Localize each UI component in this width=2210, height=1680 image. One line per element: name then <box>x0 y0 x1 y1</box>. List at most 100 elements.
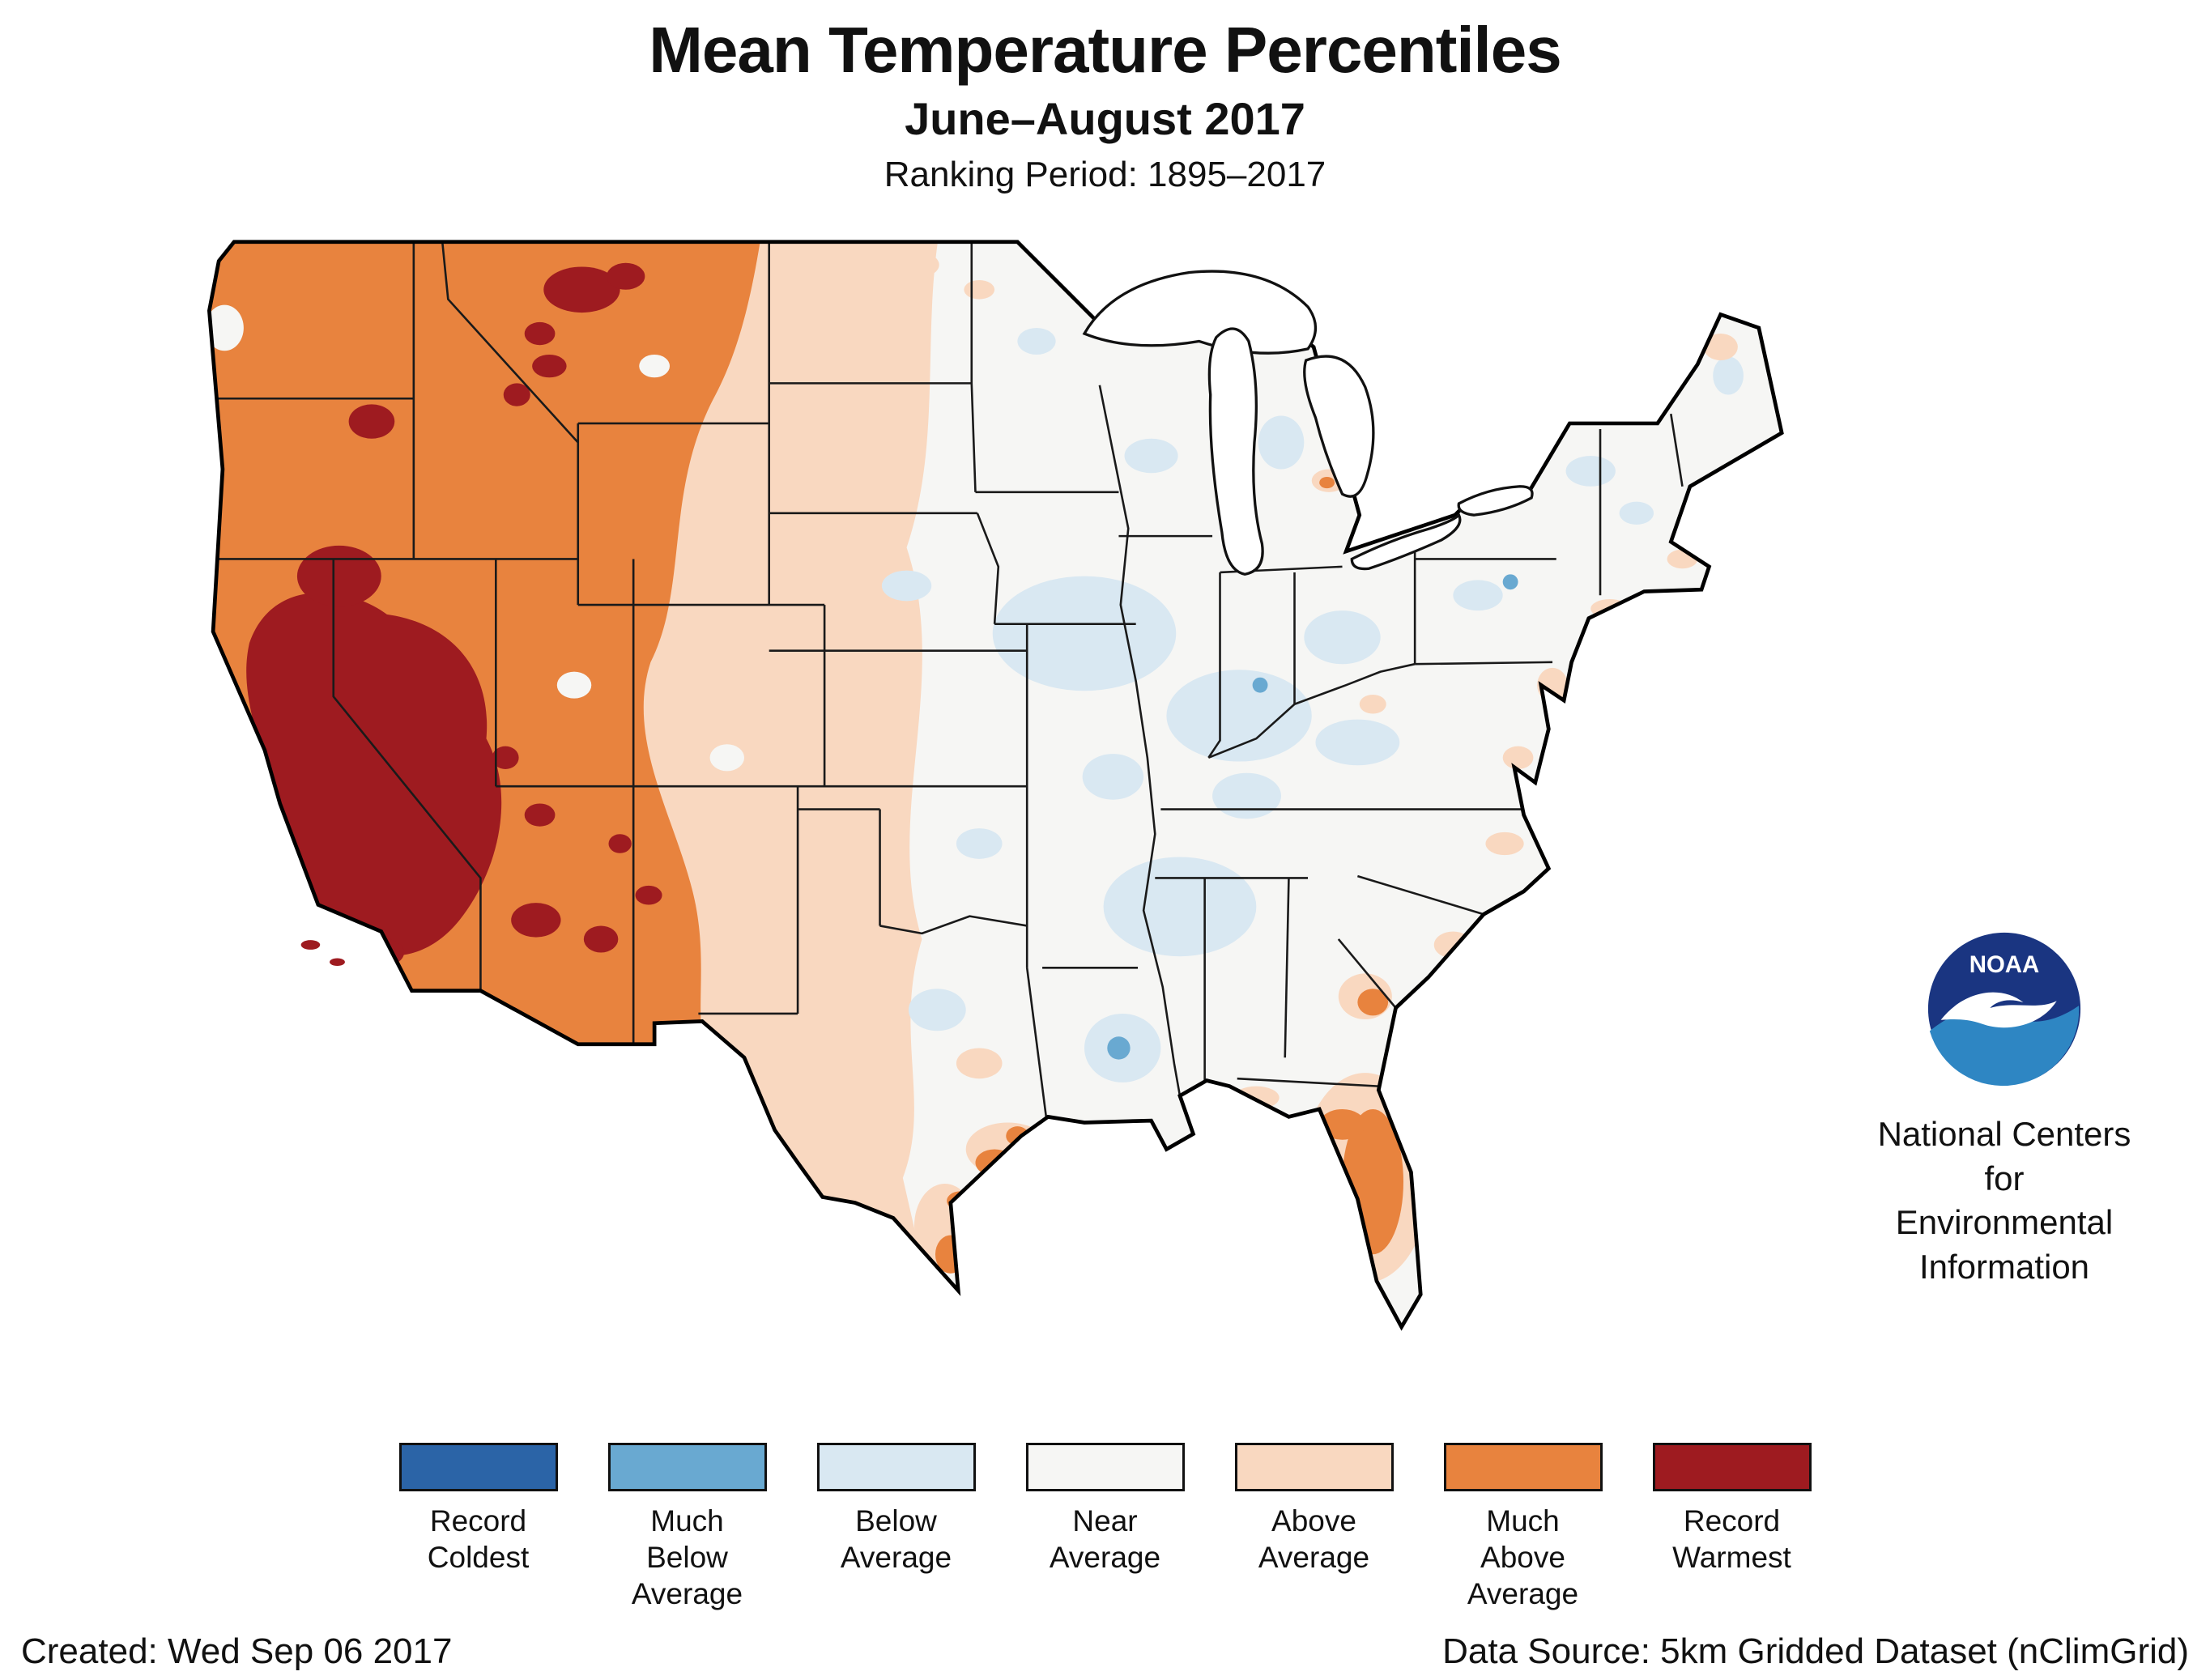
state-border <box>1237 1077 1379 1087</box>
map-region <box>1359 694 1386 714</box>
map-region <box>1103 857 1257 957</box>
map-region <box>1258 415 1305 470</box>
state-border <box>1415 661 1553 666</box>
map-region <box>1357 989 1389 1016</box>
legend-label: Much Below Average <box>631 1504 743 1611</box>
legend: Record Coldest Much Below Average Below … <box>398 1443 1812 1612</box>
legend-label: Much Above Average <box>1467 1504 1579 1611</box>
legend-swatch-record-coldest <box>398 1443 558 1491</box>
legend-swatch-near-average <box>1025 1443 1185 1491</box>
map-region <box>1124 438 1178 474</box>
lake-erie <box>1350 513 1462 571</box>
legend-item-below-average: Below Average <box>816 1443 976 1612</box>
map-region <box>492 746 519 769</box>
map-region <box>1713 356 1744 395</box>
state-border-mississippi-river <box>1098 385 1182 1096</box>
great-lakes <box>1082 270 1534 576</box>
map-region <box>1502 746 1534 769</box>
map-region <box>1619 501 1654 525</box>
data-source: Data Source: 5km Gridded Dataset (nClimG… <box>1442 1631 2189 1671</box>
map-region <box>209 304 244 351</box>
legend-swatch-much-above-average <box>1443 1443 1603 1491</box>
map-region <box>639 354 670 378</box>
lake-ontario <box>1457 485 1534 517</box>
page-title: Mean Temperature Percentiles <box>649 14 1562 86</box>
map-fill-layers <box>209 241 1782 1327</box>
state-border <box>1025 968 1048 1117</box>
legend-label: Below Average <box>840 1504 952 1575</box>
map-region <box>1017 327 1056 355</box>
regions-near-average-spots <box>209 304 745 772</box>
noaa-logo: NOAA <box>1927 932 2081 1087</box>
map-region <box>1319 476 1335 489</box>
ranking-period: Ranking Period: 1895–2017 <box>884 155 1326 194</box>
map-region <box>1565 456 1616 487</box>
map-region <box>709 744 745 772</box>
map-region <box>908 989 966 1031</box>
noaa-logo-bird-icon <box>1940 992 2057 1028</box>
state-border <box>1337 938 1397 1009</box>
map-region <box>964 279 995 300</box>
legend-swatch-below-average <box>816 1443 976 1491</box>
map-region <box>543 266 620 313</box>
map-region <box>956 828 1003 859</box>
map-region <box>503 383 530 406</box>
legend-label: Record Coldest <box>427 1504 530 1575</box>
state-border <box>1670 413 1684 487</box>
map-region <box>532 354 567 378</box>
map-region <box>956 1048 1003 1079</box>
map-region <box>1166 670 1312 762</box>
map-region <box>893 251 939 279</box>
legend-label: Record Warmest <box>1672 1504 1791 1575</box>
lake-michigan <box>1207 327 1264 576</box>
map-region <box>992 576 1177 691</box>
noaa-logo-sea <box>1929 1006 2080 1087</box>
map-region <box>815 282 876 317</box>
lake-huron <box>1303 355 1375 498</box>
map-region <box>1703 334 1738 361</box>
channel-islands <box>300 940 345 966</box>
lake-superior <box>1082 270 1318 355</box>
created-date: Created: Wed Sep 06 2017 <box>21 1631 453 1671</box>
map-region <box>524 803 556 827</box>
map-region-ca-nv <box>246 592 502 956</box>
map-region <box>511 903 561 938</box>
map-region-island <box>300 940 321 950</box>
noaa-attribution: NOAA National Centers for Environmental … <box>1863 929 2146 1289</box>
state-border <box>879 915 1028 935</box>
regions-below-average <box>881 327 1744 1082</box>
map-region <box>1304 610 1381 665</box>
map-region <box>296 545 381 607</box>
map-region <box>1006 1126 1029 1146</box>
map-region <box>583 925 619 953</box>
legend-label: Near Average <box>1049 1504 1161 1575</box>
state-border <box>976 513 1000 624</box>
state-border <box>332 559 482 991</box>
map-region <box>1502 574 1518 590</box>
map-region <box>1667 549 1698 569</box>
map-region <box>1485 831 1524 856</box>
state-border <box>970 241 977 492</box>
legend-item-above-average: Above Average <box>1234 1443 1394 1612</box>
header: Mean Temperature Percentiles June–August… <box>0 13 2210 195</box>
map-region <box>524 321 556 346</box>
legend-swatch-record-warmest <box>1652 1443 1812 1491</box>
legend-item-record-coldest: Record Coldest <box>398 1443 558 1612</box>
regions-much-below-average <box>1107 574 1518 1060</box>
legend-item-much-below-average: Much Below Average <box>607 1443 767 1612</box>
state-border <box>441 241 579 444</box>
map-region <box>1453 580 1503 611</box>
legend-label: Above Average <box>1258 1504 1370 1575</box>
subtitle-period: June–August 2017 <box>905 93 1305 144</box>
us-percentile-map <box>81 185 1992 1407</box>
state-borders <box>209 241 1684 1117</box>
legend-item-near-average: Near Average <box>1025 1443 1185 1612</box>
noaa-logo-text: NOAA <box>1969 951 2040 978</box>
map-region <box>881 570 932 602</box>
map-region <box>1082 754 1144 800</box>
regions-record-warmest <box>246 262 662 968</box>
legend-swatch-much-below-average <box>607 1443 767 1491</box>
us-map-svg <box>81 185 1992 1407</box>
map-region <box>348 404 395 439</box>
map-region <box>1212 772 1281 819</box>
